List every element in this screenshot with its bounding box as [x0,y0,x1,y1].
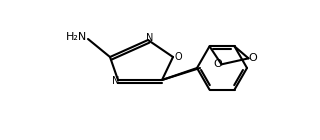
Text: O: O [213,59,222,69]
Text: N: N [146,33,154,43]
Text: O: O [174,52,182,62]
Text: O: O [248,53,257,63]
Text: H₂N: H₂N [65,32,87,42]
Text: N: N [112,76,120,86]
